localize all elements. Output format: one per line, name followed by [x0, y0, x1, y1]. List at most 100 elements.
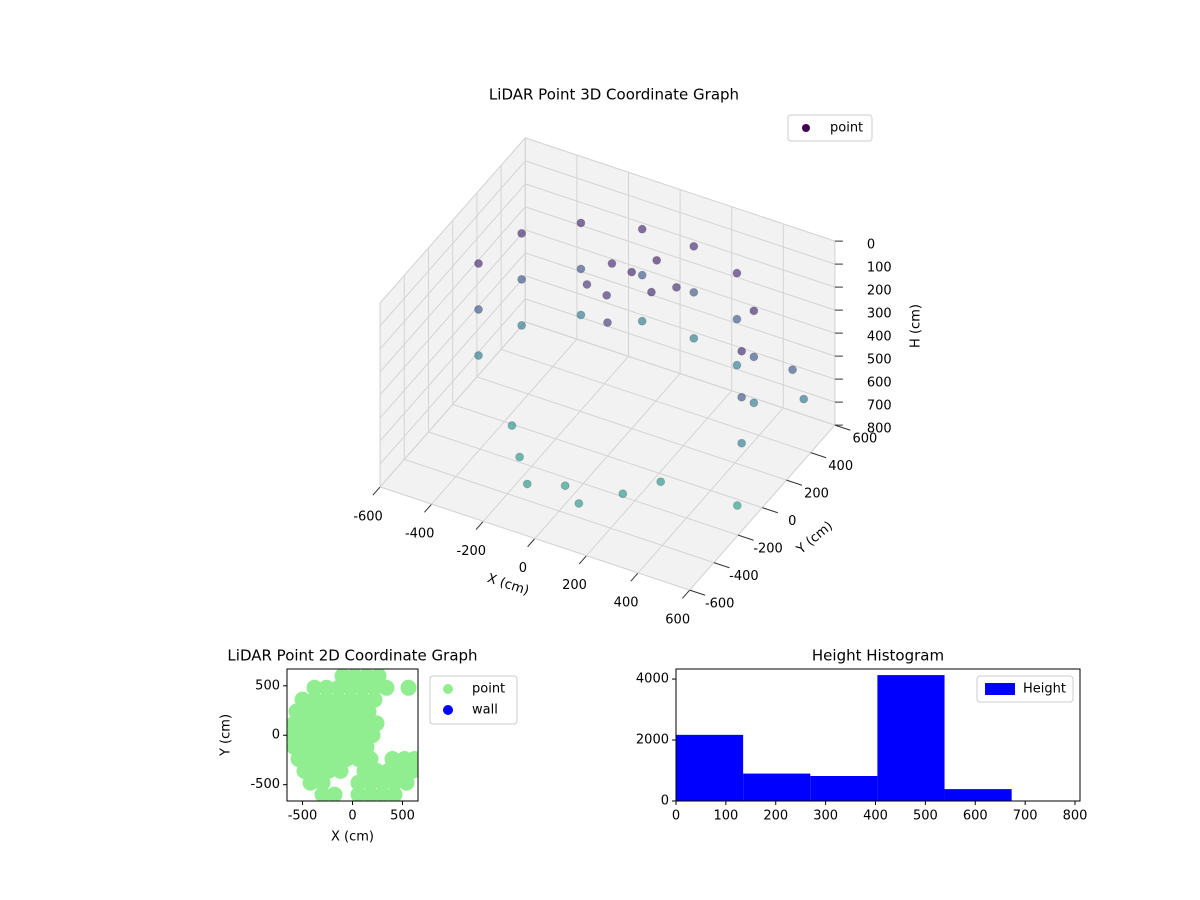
point	[732, 501, 742, 511]
x-tick-label: 600	[665, 613, 690, 628]
point	[350, 774, 367, 791]
z-tick-label: 300	[867, 307, 892, 322]
point	[287, 727, 301, 744]
point	[637, 270, 647, 280]
point	[737, 346, 747, 356]
point	[392, 762, 409, 779]
x-tick-label: 100	[713, 809, 738, 824]
y-tick	[737, 534, 754, 541]
point	[346, 715, 363, 732]
point	[338, 750, 355, 767]
point	[362, 774, 379, 791]
point	[522, 479, 532, 489]
point	[749, 352, 759, 362]
x-tick-label: 0	[672, 809, 680, 824]
grid-line	[525, 160, 836, 265]
y-tick	[786, 479, 803, 486]
x-tick	[372, 486, 381, 496]
point	[646, 287, 656, 297]
point	[732, 360, 742, 370]
x-tick-label: 300	[813, 809, 838, 824]
points	[287, 669, 418, 801]
point	[314, 774, 331, 791]
point	[287, 715, 303, 732]
legend-swatch	[985, 683, 1015, 695]
grid-line	[379, 229, 526, 396]
grid-line	[525, 183, 836, 288]
x-tick-label: -600	[353, 509, 383, 524]
legend-label: wall	[472, 703, 498, 718]
y-tick	[689, 589, 706, 596]
y-tick	[834, 424, 851, 431]
point	[374, 786, 391, 801]
x-tick-label: 800	[1063, 809, 1088, 824]
point	[574, 498, 584, 508]
z-tick-label: 400	[867, 330, 892, 345]
y-axis-label: Y (cm)	[219, 714, 234, 757]
grid-line	[476, 376, 787, 481]
point	[310, 715, 327, 732]
point	[582, 279, 592, 289]
grid-line	[379, 137, 526, 304]
point	[298, 715, 315, 732]
point	[398, 774, 415, 791]
bar	[676, 734, 744, 801]
point	[364, 727, 381, 744]
point	[618, 489, 628, 499]
y-tick-label: 500	[255, 678, 280, 693]
point	[344, 727, 361, 744]
grid-line	[525, 206, 836, 311]
point	[296, 762, 313, 779]
bar	[810, 776, 878, 801]
bar	[877, 675, 945, 801]
point	[320, 727, 337, 744]
x-tick-label: 500	[913, 809, 938, 824]
z-tick-label: 100	[867, 261, 892, 276]
x-tick-label: 200	[562, 578, 587, 593]
grid-line	[525, 275, 836, 380]
grid-line	[379, 486, 690, 591]
point	[576, 218, 586, 228]
point	[302, 774, 319, 791]
grid-line	[452, 403, 763, 509]
point	[356, 762, 373, 779]
grid-line	[379, 321, 526, 488]
chart-title: LiDAR Point 3D Coordinate Graph	[489, 86, 739, 104]
grid-line	[379, 275, 526, 442]
point	[689, 333, 699, 343]
point	[332, 727, 349, 744]
point	[400, 679, 417, 696]
y-tick-label: -500	[250, 777, 280, 792]
axes-frame	[675, 668, 1081, 802]
legend-label: point	[830, 121, 863, 136]
y-axis-label: Y (cm)	[793, 519, 836, 558]
legend-label: Height	[1023, 682, 1066, 697]
chart-title: Height Histogram	[812, 647, 944, 665]
z-axis-label: H (cm)	[909, 304, 924, 348]
point	[732, 314, 742, 324]
point	[656, 477, 666, 487]
point	[603, 318, 612, 328]
z-tick-label: 0	[867, 238, 875, 253]
point	[474, 259, 483, 268]
point	[560, 481, 570, 491]
grid-line	[379, 160, 526, 327]
point	[374, 774, 391, 791]
point	[342, 691, 359, 708]
point	[378, 679, 395, 696]
point	[737, 438, 747, 448]
point	[318, 691, 335, 708]
y-tick-label: 2000	[636, 733, 669, 748]
point	[332, 762, 349, 779]
point	[354, 679, 371, 696]
x-tick-label: 400	[614, 595, 639, 610]
x-tick-label: 0	[348, 809, 356, 824]
point	[607, 259, 617, 269]
point	[689, 241, 699, 251]
point	[362, 786, 379, 801]
point	[318, 679, 335, 696]
point	[330, 691, 347, 708]
point	[322, 715, 339, 732]
point	[314, 786, 331, 801]
